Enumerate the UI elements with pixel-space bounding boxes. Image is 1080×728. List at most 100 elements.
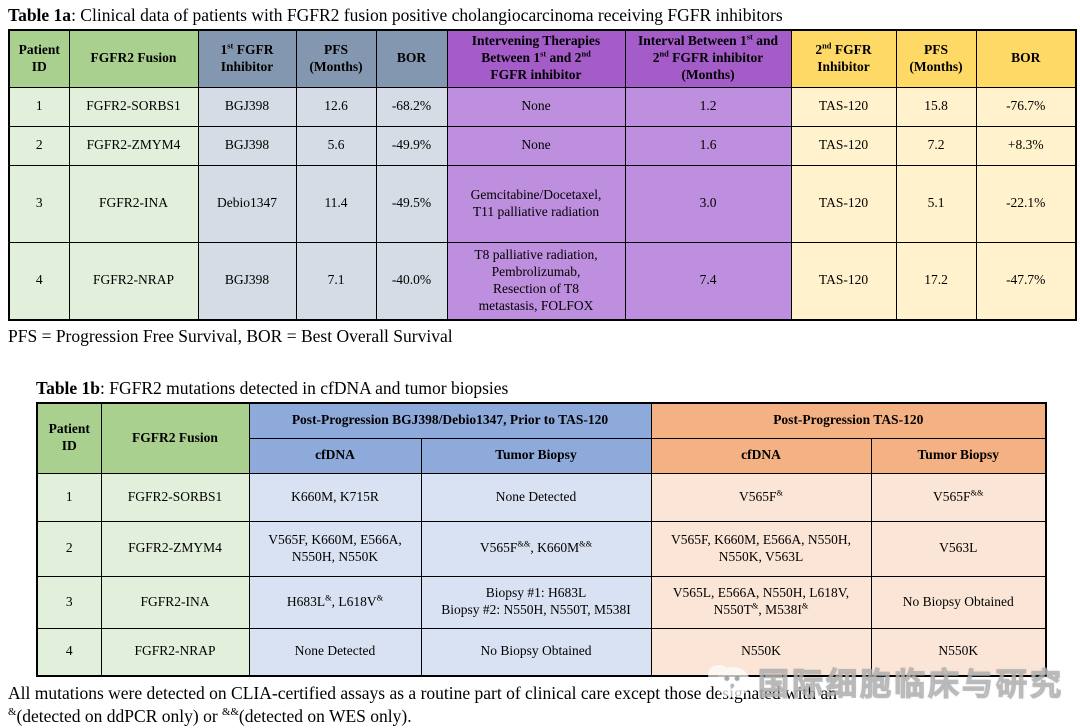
sub-header-tumor-biopsy-2: Tumor Biopsy xyxy=(870,437,1047,474)
table-cell: TAS-120 xyxy=(790,164,897,243)
table-cell: FGFR2-ZMYM4 xyxy=(100,520,250,577)
table-cell: 3.0 xyxy=(624,164,792,243)
table-row: 2 FGFR2-ZMYM4 V565F, K660M, E566A, N550H,… xyxy=(36,520,1047,577)
table-cell: N550K xyxy=(870,627,1047,677)
sub-header-cfdna-1: cfDNA xyxy=(248,437,422,474)
table1a-title-text: : Clinical data of patients with FGFR2 f… xyxy=(71,5,783,25)
table-row: 1 FGFR2-SORBS1 BGJ398 12.6 -68.2% None 1… xyxy=(8,86,1077,127)
table-cell: 1.6 xyxy=(624,125,792,166)
table1a-footnote: PFS = Progression Free Survival, BOR = B… xyxy=(8,326,453,346)
table-cell: Debio1347 xyxy=(197,164,297,243)
table1b-section: Table 1b: FGFR2 mutations detected in cf… xyxy=(0,378,1080,677)
table-cell: -49.9% xyxy=(375,125,448,166)
table-cell: FGFR2-INA xyxy=(100,575,250,629)
table-cell: 17.2 xyxy=(895,241,977,321)
table1a-section: Table 1a: Clinical data of patients with… xyxy=(0,0,1080,347)
table-cell: None xyxy=(446,86,626,127)
table-cell: No Biopsy Obtained xyxy=(420,627,652,677)
table-cell: 7.4 xyxy=(624,241,792,321)
col-header-intervening-therapies: Intervening Therapies Between 1st and 2nd… xyxy=(446,29,626,88)
mutations-table: Patient ID FGFR2 Fusion Post-Progression … xyxy=(36,402,1048,677)
table-cell: V565L, E566A, N550H, L618V, N550T&, M538I… xyxy=(650,575,872,629)
table1b-title: Table 1b: FGFR2 mutations detected in cf… xyxy=(0,378,1080,402)
table-cell: V563L xyxy=(870,520,1047,577)
table-cell: V565F, K660M, E566A, N550H, N550K xyxy=(248,520,422,577)
table-cell: No Biopsy Obtained xyxy=(870,575,1047,629)
table-row: 4 FGFR2-NRAP None Detected No Biopsy Obt… xyxy=(36,627,1047,677)
table-cell: -68.2% xyxy=(375,86,448,127)
table-cell: Biopsy #1: H683L Biopsy #2: N550H, N550T,… xyxy=(420,575,652,629)
col-header-second-fgfr-inhibitor: 2nd FGFR Inhibitor xyxy=(790,29,897,88)
table-cell: -22.1% xyxy=(975,164,1077,243)
table-cell: 5.6 xyxy=(295,125,377,166)
table-cell: TAS-120 xyxy=(790,86,897,127)
table-cell: FGFR2-NRAP xyxy=(100,627,250,677)
table-cell: 4 xyxy=(36,627,102,677)
table-cell: -76.7% xyxy=(975,86,1077,127)
table-cell: BGJ398 xyxy=(197,241,297,321)
table-cell: 2 xyxy=(36,520,102,577)
group-header-post-progression-bgj398: Post-Progression BGJ398/Debio1347, Prior… xyxy=(248,402,652,439)
table-cell: -49.5% xyxy=(375,164,448,243)
col-header-patient-id: Patient ID xyxy=(8,29,70,88)
table-cell: T8 palliative radiation, Pembrolizumab, Re… xyxy=(446,241,626,321)
table-cell: 5.1 xyxy=(895,164,977,243)
table-cell: 1.2 xyxy=(624,86,792,127)
col-header-pfs-1: PFS (Months) xyxy=(295,29,377,88)
table-cell: Gemcitabine/Docetaxel, T11 palliative rad… xyxy=(446,164,626,243)
table-cell: None xyxy=(446,125,626,166)
table-cell: BGJ398 xyxy=(197,125,297,166)
assay-footnote: All mutations were detected on CLIA-cert… xyxy=(8,683,837,727)
col-header-first-fgfr-inhibitor: 1st FGFR Inhibitor xyxy=(197,29,297,88)
table-cell: FGFR2-NRAP xyxy=(68,241,199,321)
clinical-data-table: Patient ID FGFR2 Fusion 1st FGFR Inhibitor… xyxy=(8,29,1077,321)
table1b-title-text: : FGFR2 mutations detected in cfDNA and … xyxy=(100,378,509,398)
table-row: 2 FGFR2-ZMYM4 BGJ398 5.6 -49.9% None 1.6… xyxy=(8,125,1077,166)
table1a-title-label: Table 1a xyxy=(8,5,72,25)
table-cell: 2 xyxy=(8,125,70,166)
table1b-title-label: Table 1b xyxy=(36,378,101,398)
table-row: 1 FGFR2-SORBS1 K660M, K715R None Detecte… xyxy=(36,472,1047,522)
table-cell: V565F& xyxy=(650,472,872,522)
table-row: 3 FGFR2-INA H683L&, L618V& Biopsy #1: H6… xyxy=(36,575,1047,629)
table-cell: -40.0% xyxy=(375,241,448,321)
table-cell: 7.1 xyxy=(295,241,377,321)
table-row: 3 FGFR2-INA Debio1347 11.4 -49.5% Gemcit… xyxy=(8,164,1077,243)
table-cell: 4 xyxy=(8,241,70,321)
table1b-sub-header-row: cfDNA Tumor Biopsy cfDNA Tumor Biopsy xyxy=(37,437,1047,474)
group-header-post-progression-tas120: Post-Progression TAS-120 xyxy=(650,402,1047,439)
table-cell: FGFR2-INA xyxy=(68,164,199,243)
sub-header-cfdna-2: cfDNA xyxy=(650,437,872,474)
col-header-patient-id: Patient ID xyxy=(36,402,102,474)
table-cell: V565F&& xyxy=(870,472,1047,522)
table-cell: 15.8 xyxy=(895,86,977,127)
col-header-interval-between: Interval Between 1st and 2nd FGFR inhibit… xyxy=(624,29,792,88)
table-cell: FGFR2-SORBS1 xyxy=(100,472,250,522)
table-cell: H683L&, L618V& xyxy=(248,575,422,629)
table-cell: 12.6 xyxy=(295,86,377,127)
table-cell: None Detected xyxy=(420,472,652,522)
col-header-bor-2: BOR xyxy=(975,29,1077,88)
col-header-pfs-2: PFS (Months) xyxy=(895,29,977,88)
table1a-title: Table 1a: Clinical data of patients with… xyxy=(0,0,1080,29)
table-cell: 3 xyxy=(8,164,70,243)
col-header-fgfr2-fusion: FGFR2 Fusion xyxy=(68,29,199,88)
table-cell: 11.4 xyxy=(295,164,377,243)
table1a-header-row: Patient ID FGFR2 Fusion 1st FGFR Inhibitor… xyxy=(8,29,1077,88)
table-cell: 3 xyxy=(36,575,102,629)
col-header-fgfr2-fusion: FGFR2 Fusion xyxy=(100,402,250,474)
table-cell: V565F, K660M, E566A, N550H, N550K, V563L xyxy=(650,520,872,577)
table-cell: TAS-120 xyxy=(790,125,897,166)
table-cell: FGFR2-ZMYM4 xyxy=(68,125,199,166)
table-cell: BGJ398 xyxy=(197,86,297,127)
table-cell: V565F&&, K660M&& xyxy=(420,520,652,577)
table-cell: 1 xyxy=(36,472,102,522)
table-cell: K660M, K715R xyxy=(248,472,422,522)
table-cell: 7.2 xyxy=(895,125,977,166)
table1b-group-header-row: Patient ID FGFR2 Fusion Post-Progression … xyxy=(36,402,1047,474)
table-cell: FGFR2-SORBS1 xyxy=(68,86,199,127)
table-cell: None Detected xyxy=(248,627,422,677)
table-cell: 1 xyxy=(8,86,70,127)
table-row: 4 FGFR2-NRAP BGJ398 7.1 -40.0% T8 pallia… xyxy=(8,241,1077,321)
table-cell: +8.3% xyxy=(975,125,1077,166)
